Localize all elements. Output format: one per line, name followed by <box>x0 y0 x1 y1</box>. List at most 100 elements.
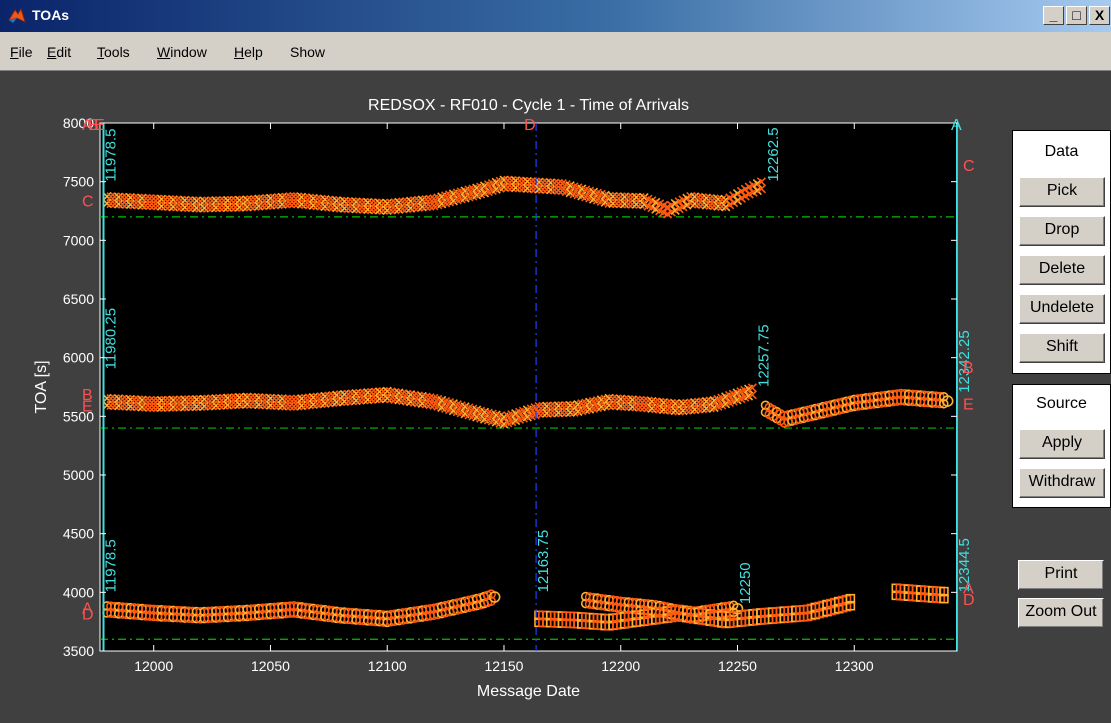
data-marker-x <box>285 192 295 202</box>
data-marker-x <box>223 393 233 403</box>
data-marker-x <box>118 394 128 404</box>
delete-button[interactable]: Delete <box>1019 255 1105 285</box>
menu-window[interactable]: Window <box>157 44 207 60</box>
data-marker-x <box>258 201 268 211</box>
data-marker-x <box>262 400 272 410</box>
data-marker-x <box>355 395 365 405</box>
letter-label-left: E <box>94 117 105 134</box>
data-marker-x <box>612 394 622 404</box>
data-panel: Data Pick Drop Delete Undelete Shift <box>1012 130 1111 374</box>
data-marker-x <box>153 194 163 204</box>
data-marker-x <box>604 191 614 202</box>
zoom-out-button[interactable]: Zoom Out <box>1018 598 1104 628</box>
drop-button[interactable]: Drop <box>1019 216 1105 246</box>
maximize-button[interactable]: □ <box>1066 6 1087 25</box>
y-axis-label: TOA [s] <box>33 360 50 413</box>
x-tick-label: 12300 <box>835 658 874 674</box>
print-button[interactable]: Print <box>1018 560 1104 590</box>
letter-label-left: A <box>82 600 93 617</box>
data-marker-x <box>145 201 155 211</box>
data-marker-x <box>269 193 279 203</box>
data-marker-x <box>211 203 221 213</box>
data-marker-x <box>538 184 548 194</box>
y-tick-label: 3500 <box>63 643 94 659</box>
data-marker-x <box>363 197 373 208</box>
data-marker-x <box>747 383 757 393</box>
data-marker-x <box>230 202 241 212</box>
y-tick-label: 7500 <box>63 174 94 190</box>
data-marker-x <box>277 192 287 202</box>
data-marker-x <box>176 402 186 412</box>
letter-label-left: B <box>88 117 99 134</box>
data-marker-x <box>172 195 182 205</box>
vertical-marker-label: 11978.5 <box>103 129 120 182</box>
apply-button[interactable]: Apply <box>1019 429 1105 459</box>
y-tick-label: 4500 <box>63 526 94 542</box>
data-marker-x <box>277 401 287 411</box>
data-marker-x <box>262 193 272 204</box>
data-marker-x <box>553 401 564 411</box>
menu-show[interactable]: Show <box>290 44 326 60</box>
withdraw-button[interactable]: Withdraw <box>1019 468 1105 498</box>
data-marker-x <box>604 400 614 410</box>
data-marker-x <box>378 198 388 208</box>
data-marker-x <box>153 402 163 413</box>
data-marker-x <box>156 201 167 211</box>
x-axis-label: Message Date <box>477 683 580 700</box>
menu-file[interactable]: File <box>10 44 33 60</box>
menu-tools[interactable]: Tools <box>97 44 130 60</box>
data-marker-x <box>546 408 556 418</box>
data-marker-x <box>180 195 190 205</box>
data-marker-x <box>612 192 622 202</box>
data-marker-x <box>277 199 287 209</box>
data-marker-x <box>172 202 182 212</box>
vertical-marker-label: 11978.5 <box>103 539 120 592</box>
pick-button[interactable]: Pick <box>1019 177 1105 207</box>
data-marker-x <box>627 395 637 405</box>
data-marker-x <box>242 195 252 205</box>
data-marker-end <box>488 591 501 603</box>
data-marker-x <box>118 199 128 209</box>
matlab-icon <box>8 8 26 23</box>
data-marker-x <box>343 396 353 406</box>
point-label: 12250 <box>737 562 754 604</box>
data-marker-x <box>335 203 346 213</box>
menu-help[interactable]: Help <box>234 44 263 60</box>
data-marker-x <box>141 402 151 412</box>
data-marker-x <box>223 400 233 410</box>
data-marker-x <box>557 408 567 418</box>
data-marker-x <box>168 202 178 212</box>
data-marker-x <box>254 201 264 211</box>
data-marker-x <box>110 401 120 411</box>
data-marker-x <box>164 195 174 205</box>
vertical-marker-label: 11980.25 <box>103 308 120 369</box>
close-button[interactable]: X <box>1089 6 1110 25</box>
data-marker-x <box>277 394 287 404</box>
data-marker-circle <box>486 596 496 607</box>
data-marker-x <box>234 195 244 205</box>
minimize-button[interactable]: _ <box>1043 6 1064 25</box>
x-tick-label: 12250 <box>718 658 757 674</box>
menu-edit-rest: dit <box>56 44 72 60</box>
data-marker-x <box>156 402 167 412</box>
data-marker-x <box>129 193 139 203</box>
data-marker-x <box>374 205 385 215</box>
data-marker-x <box>242 392 252 402</box>
vertical-marker-label: 12342.25 <box>956 330 973 393</box>
menu-edit[interactable]: Edit <box>47 44 71 60</box>
data-marker-x <box>553 185 564 195</box>
data-marker-x <box>114 394 124 404</box>
menu-window-rest: indow <box>170 44 207 60</box>
data-marker-circle <box>486 589 496 600</box>
data-marker-x <box>176 395 186 405</box>
shift-button[interactable]: Shift <box>1019 333 1105 363</box>
data-marker-x <box>351 197 361 207</box>
data-marker-x <box>546 401 556 411</box>
data-marker-x <box>565 400 575 410</box>
data-marker-x <box>550 408 560 418</box>
data-marker-x <box>627 192 637 202</box>
data-marker-x <box>199 394 209 404</box>
undelete-button[interactable]: Undelete <box>1019 294 1105 324</box>
data-marker-x <box>106 192 116 202</box>
